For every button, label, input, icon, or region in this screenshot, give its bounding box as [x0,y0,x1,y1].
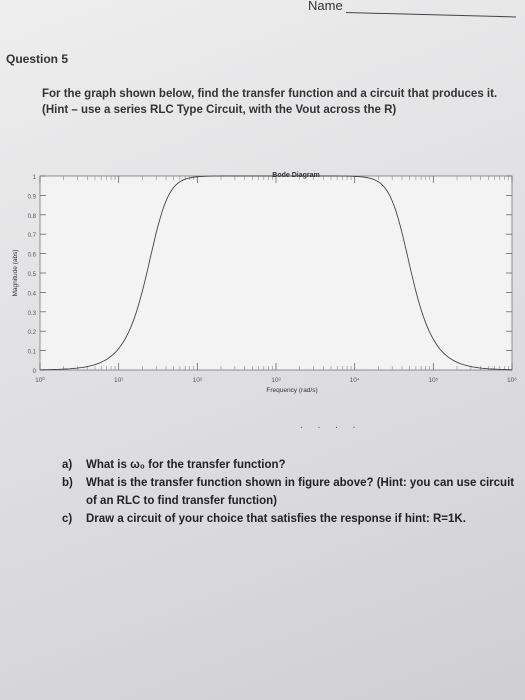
plot-area [39,175,513,371]
x-tick-label: 10² [193,377,203,384]
chart-title: Bode Diagram [272,172,319,179]
sub-question-letter: a) [62,459,73,471]
x-tick-label: 10⁰ [35,376,45,384]
question-prompt: For the graph shown below, find the tran… [42,88,498,116]
y-tick-label: 0 [33,369,37,375]
y-tick-label: 0.3 [28,311,37,317]
sub-question-letter: b) [62,477,73,489]
x-tick-label: 10⁵ [428,377,438,384]
x-tick-label: 10¹ [114,377,124,384]
sub-questions-list: a) What is ω₀ for the transfer function?… [62,456,524,528]
y-tick-label: 0.2 [28,330,37,336]
y-tick-label: 0.6 [28,253,37,259]
sub-question-text: What is ω₀ for the transfer function? [86,459,286,471]
sub-question-b: b) What is the transfer function shown i… [62,474,524,510]
y-tick-label: 0.9 [28,194,37,200]
name-field: Name [308,0,518,20]
y-tick-label: 0.7 [28,233,37,239]
y-tick-label: 0.8 [28,214,37,220]
x-tick-label: 10⁴ [350,377,360,384]
x-tick-label: 10⁶ [507,377,517,384]
sub-question-a: a) What is ω₀ for the transfer function? [62,456,524,474]
x-tick-label: 10³ [271,377,281,384]
y-tick-label: 0.4 [28,291,37,297]
y-axis-label: Magnitude (abs) [12,250,19,297]
bode-chart: 0 0.1 0.2 0.3 0.4 0.5 0.6 0.7 0.8 0.9 1 10⁰ 10¹ 10² 10… [0,160,525,405]
y-tick-label: 1 [33,175,37,181]
stray-dots: . . . . [300,420,362,431]
y-tick-label: 0.5 [28,272,37,278]
name-label: Name [308,0,343,13]
sub-question-text: What is the transfer function shown in f… [86,477,515,507]
sub-question-c: c) Draw a circuit of your choice that sa… [62,510,524,528]
series-line [40,175,512,371]
sub-question-text: Draw a circuit of your choice that satis… [86,513,466,525]
name-underline [345,12,516,18]
question-title: Question 5 [6,52,69,66]
y-tick-label: 0.1 [28,350,37,356]
sub-question-letter: c) [62,513,73,525]
bode-chart-svg: 0 0.1 0.2 0.3 0.4 0.5 0.6 0.7 0.8 0.9 1 10⁰ 10¹ 10² 10… [12,172,517,394]
x-axis-label: Frequency (rad/s) [266,387,317,394]
